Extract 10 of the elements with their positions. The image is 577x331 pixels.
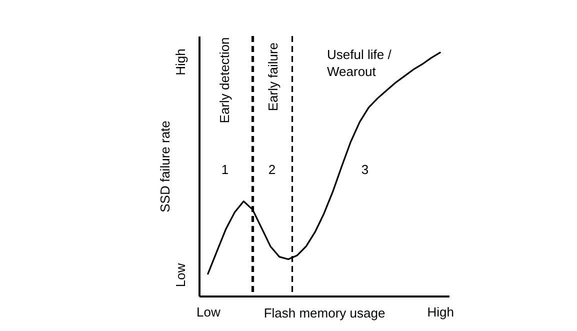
annotation: Early detection bbox=[217, 37, 232, 124]
annotation: 3 bbox=[361, 162, 369, 177]
x-axis-title: Flash memory usage bbox=[264, 306, 386, 320]
annotation: 1 bbox=[221, 162, 229, 177]
annotation: 2 bbox=[268, 162, 276, 177]
text: High bbox=[173, 48, 188, 76]
text: Low bbox=[173, 262, 188, 288]
annotation: Useful life / Wearout bbox=[327, 46, 392, 79]
annotation: Early failure bbox=[265, 42, 280, 112]
y-axis-title: SSD failure rate bbox=[158, 120, 172, 212]
